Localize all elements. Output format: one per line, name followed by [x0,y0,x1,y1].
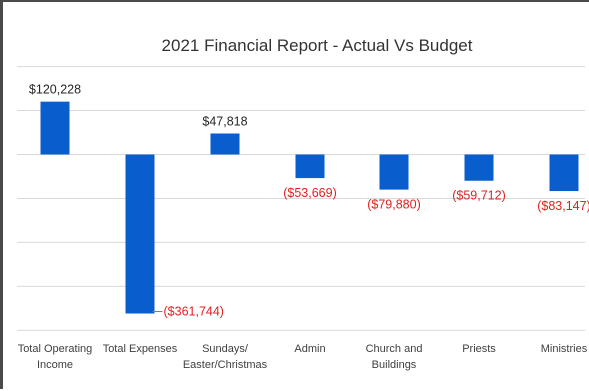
category-label: Ministries [541,343,588,355]
data-label: ($59,712) [452,189,506,203]
bar [549,154,579,192]
category-labels: Total Operating Income Total Expenses Sunda… [18,343,588,371]
category-label: Admin [294,343,325,355]
bars [40,101,579,314]
bar [464,154,494,181]
data-label: ($83,147) [537,199,589,213]
bar [379,154,409,190]
data-label: ($361,744) [164,305,224,319]
category-label: Sundays/Easter/Christmas [183,343,268,371]
bar [210,133,240,155]
category-label: Church and Buildings [366,343,423,371]
waterfall-chart: 2021 Financial Report - Actual Vs Budget… [17,36,589,371]
data-label: $47,818 [202,114,247,128]
category-label: Priests [462,343,496,355]
chart-title: 2021 Financial Report - Actual Vs Budget [162,36,473,55]
bar [125,154,155,314]
data-label: ($53,669) [283,186,337,200]
category-label: Total Operating Income [18,343,93,371]
data-label: ($79,880) [367,198,421,212]
data-label: $120,228 [29,83,81,97]
bar [295,154,325,179]
category-label: Total Expenses [103,343,178,355]
bar [40,101,70,155]
value-labels: $120,228 ($361,744) $47,818 ($53,669) ($79,8… [29,83,589,319]
